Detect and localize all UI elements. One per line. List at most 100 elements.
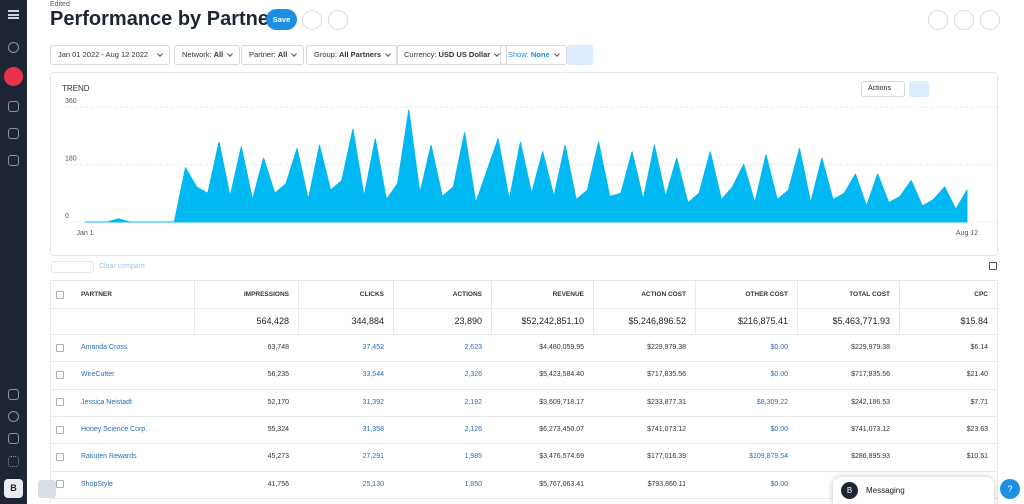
menu-icon[interactable] xyxy=(8,10,19,19)
filter-value: All xyxy=(213,50,224,59)
filter-value: All Partners xyxy=(338,50,382,59)
checkbox[interactable] xyxy=(56,452,64,461)
link-cell[interactable]: Honey Science Corp. xyxy=(81,425,148,433)
link-cell[interactable]: 27,291 xyxy=(362,453,384,461)
group-filter[interactable]: Group: All Partners xyxy=(306,45,399,65)
more-button[interactable] xyxy=(328,10,348,30)
column-header[interactable]: CLICKS xyxy=(359,291,384,298)
nav-icon[interactable] xyxy=(8,389,19,400)
link-cell[interactable]: 2,192 xyxy=(464,398,482,406)
link-cell[interactable]: 2,326 xyxy=(464,371,482,379)
app-logo[interactable] xyxy=(4,67,23,86)
column-header[interactable]: CPC xyxy=(974,291,988,298)
link-cell[interactable]: 1,850 xyxy=(464,480,482,488)
column-header[interactable]: ACTION COST xyxy=(641,291,686,298)
x-tick-label: Aug 12 xyxy=(956,230,978,237)
help-button[interactable]: ? xyxy=(1000,479,1020,499)
data-table: PARTNER IMPRESSIONS CLICKS ACTIONS REVENUE AC… xyxy=(50,280,998,504)
total-cell: 344,884 xyxy=(351,316,384,326)
chat-icon[interactable] xyxy=(8,411,19,422)
link-cell[interactable]: 37,452 xyxy=(362,344,384,351)
bell-icon[interactable] xyxy=(8,433,19,444)
area-view-button[interactable] xyxy=(909,81,929,97)
link-cell[interactable]: $8,309.22 xyxy=(756,398,788,406)
clear-compare[interactable]: Clear compare xyxy=(99,263,145,270)
user-avatar[interactable]: B xyxy=(4,479,23,498)
apps-icon[interactable] xyxy=(8,456,19,467)
link-cell[interactable]: 25,130 xyxy=(362,480,384,488)
checkbox[interactable] xyxy=(56,370,64,379)
columns-icon[interactable] xyxy=(989,262,997,270)
column-header[interactable]: PARTNER xyxy=(81,291,112,298)
date-filter[interactable]: Jan 01 2022 - Aug 12 2022 xyxy=(50,45,170,65)
compare-button[interactable] xyxy=(51,261,94,273)
column-header[interactable]: OTHER COST xyxy=(745,291,788,298)
column-divider xyxy=(491,281,492,334)
messaging-widget[interactable]: B Messaging xyxy=(833,477,994,504)
cloud-button[interactable] xyxy=(980,10,1000,30)
nav-icon[interactable] xyxy=(8,155,19,166)
cell: $5,423,584.40 xyxy=(539,371,584,379)
checkbox[interactable] xyxy=(56,343,64,352)
nav-icon[interactable] xyxy=(8,128,19,139)
cell: $7.71 xyxy=(970,398,988,406)
menu-icon-bar xyxy=(8,14,19,16)
download-button[interactable] xyxy=(954,10,974,30)
cell: 63,748 xyxy=(267,344,289,351)
email-button[interactable] xyxy=(928,10,948,30)
cell: $3,476,574.69 xyxy=(539,453,584,461)
network-filter[interactable]: Network: All xyxy=(174,45,241,65)
partner-filter[interactable]: Partner: All xyxy=(241,45,305,65)
link-cell[interactable]: $109,879.54 xyxy=(749,453,788,461)
checkbox[interactable] xyxy=(56,398,64,407)
link-cell[interactable]: 2,126 xyxy=(464,425,482,433)
status: Edited xyxy=(50,1,70,8)
column-header[interactable]: TOTAL COST xyxy=(849,291,890,298)
link-cell[interactable]: WireCutter xyxy=(81,371,115,379)
column-header[interactable]: IMPRESSIONS xyxy=(243,291,289,298)
column-header[interactable]: ACTIONS xyxy=(452,291,482,298)
link-cell[interactable]: ShopStyle xyxy=(81,480,113,488)
nav-icon[interactable] xyxy=(8,101,19,112)
row-line xyxy=(51,443,997,445)
trend-panel: TREND Actions 0 180 360 Jan 1 Aug 12 xyxy=(50,72,998,256)
currency-filter[interactable]: Currency: USD US Dollar xyxy=(396,45,508,65)
link-cell[interactable]: Jessica Neistadt xyxy=(81,398,132,406)
link-cell[interactable]: $0.00 xyxy=(770,480,788,488)
link-cell[interactable]: Rakuten Rewards xyxy=(81,453,137,461)
link-cell[interactable]: 33,544 xyxy=(362,371,384,379)
page-title: Performance by Partner xyxy=(50,8,277,30)
link-cell[interactable]: Amanda Cross xyxy=(81,344,128,351)
link-cell[interactable]: $0.00 xyxy=(770,371,788,379)
y-tick-label: 180 xyxy=(65,156,77,163)
show-filter[interactable]: Show: None xyxy=(500,45,567,65)
messaging-label: Messaging xyxy=(866,486,905,495)
scroll-button[interactable] xyxy=(38,480,56,498)
cancel-button[interactable] xyxy=(302,10,322,30)
link-cell[interactable]: $0.00 xyxy=(770,344,788,351)
total-cell: $5,246,896.52 xyxy=(628,316,686,326)
cell: $21.40 xyxy=(966,371,988,379)
search-button[interactable] xyxy=(567,45,593,65)
link-cell[interactable]: 31,392 xyxy=(362,398,384,406)
cell: $5,767,063.41 xyxy=(539,480,584,488)
date-text: Jan 01 2022 - Aug 12 2022 xyxy=(58,50,149,59)
save-button[interactable]: Save xyxy=(266,9,297,30)
checkbox[interactable] xyxy=(56,425,64,434)
search-icon[interactable] xyxy=(8,42,19,53)
filter-label: Show: xyxy=(508,50,529,59)
link-cell[interactable]: 31,358 xyxy=(362,425,384,433)
column-divider xyxy=(899,281,900,334)
cell: 52,170 xyxy=(267,398,289,406)
checkbox[interactable] xyxy=(56,480,64,489)
link-cell[interactable]: 2,623 xyxy=(464,344,482,351)
column-header[interactable]: REVENUE xyxy=(552,291,584,298)
link-cell[interactable]: 1,985 xyxy=(464,453,482,461)
cell: $229,979.38 xyxy=(851,344,890,351)
filter-label: Currency: xyxy=(404,50,437,59)
actions-button[interactable]: Actions xyxy=(861,81,905,97)
checkbox[interactable] xyxy=(56,290,64,299)
link-cell[interactable]: $0.00 xyxy=(770,425,788,433)
cell: 41,756 xyxy=(267,480,289,488)
